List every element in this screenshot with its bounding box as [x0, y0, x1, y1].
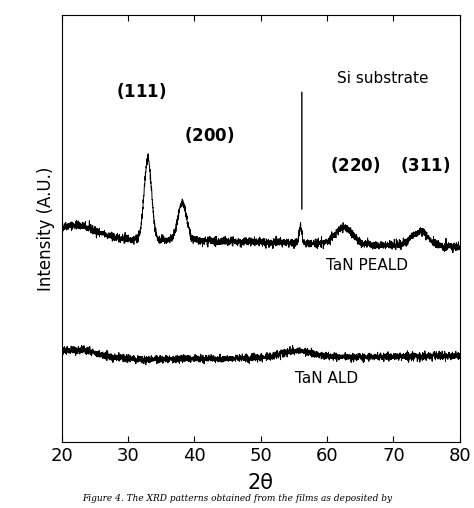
Text: Si substrate: Si substrate [337, 71, 428, 86]
Y-axis label: Intensity (A.U.): Intensity (A.U.) [36, 167, 55, 291]
Text: $\mathbf{(220)}$: $\mathbf{(220)}$ [330, 155, 381, 175]
X-axis label: 2θ: 2θ [248, 473, 273, 493]
Text: $\mathbf{(111)}$: $\mathbf{(111)}$ [116, 81, 166, 101]
Text: $\mathbf{(200)}$: $\mathbf{(200)}$ [184, 125, 235, 145]
Text: TaN ALD: TaN ALD [295, 371, 359, 387]
Text: TaN PEALD: TaN PEALD [326, 258, 408, 273]
Text: Figure 4. The XRD patterns obtained from the films as deposited by: Figure 4. The XRD patterns obtained from… [82, 494, 392, 503]
Text: $\mathbf{(311)}$: $\mathbf{(311)}$ [400, 155, 450, 175]
